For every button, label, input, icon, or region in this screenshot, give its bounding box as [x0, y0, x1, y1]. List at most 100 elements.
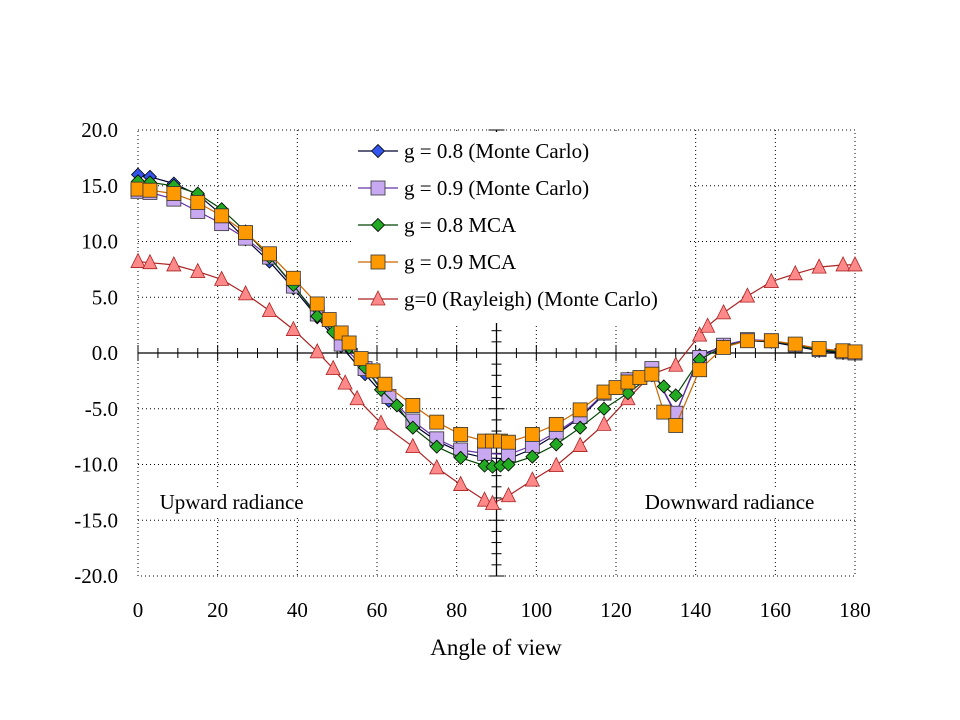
- annotation-background: [150, 487, 314, 518]
- data-point: [309, 342, 325, 359]
- legend-marker: [370, 180, 386, 196]
- data-point: [668, 388, 683, 403]
- data-point: [349, 389, 365, 406]
- data-point: [811, 341, 827, 356]
- data-point: [337, 374, 353, 390]
- data-point: [325, 359, 341, 376]
- data-point: [405, 420, 420, 435]
- x-tick-label: 20: [207, 598, 228, 622]
- data-point: [500, 486, 517, 503]
- legend-item: g = 0.8 MCA: [358, 213, 517, 237]
- data-point: [572, 436, 588, 452]
- data-point: [190, 195, 206, 210]
- legend-label: g = 0.8 MCA: [404, 213, 517, 237]
- x-tick-label: 80: [446, 598, 467, 622]
- data-point: [549, 437, 564, 452]
- data-point: [692, 326, 708, 342]
- data-point: [548, 416, 564, 432]
- data-point: [285, 320, 301, 336]
- data-point: [261, 301, 278, 318]
- data-point: [453, 475, 469, 491]
- legend-item: g = 0.9 MCA: [358, 250, 517, 274]
- data-point: [341, 335, 357, 351]
- data-point: [429, 439, 444, 454]
- legend-background: [352, 132, 687, 323]
- data-point: [321, 312, 337, 327]
- data-point: [429, 414, 445, 430]
- data-point: [429, 458, 445, 475]
- data-point: [214, 270, 230, 286]
- y-tick-label: 20.0: [81, 118, 118, 142]
- data-point: [453, 426, 469, 442]
- data-point: [740, 333, 755, 349]
- annotation-label: Upward radiance: [160, 490, 304, 514]
- data-point: [309, 296, 325, 312]
- legend-marker: [370, 143, 386, 159]
- data-point: [716, 340, 731, 355]
- data-point: [763, 272, 779, 289]
- data-point: [365, 363, 381, 379]
- tick-labels: 0 20 40 60 80 100 120 140 160 180 20.0 15.0 10.0 5.0 0…: [74, 118, 871, 622]
- data-point: [142, 253, 158, 270]
- data-point: [405, 437, 421, 454]
- legend-label: g = 0.9 (Monte Carlo): [404, 176, 589, 200]
- data-point: [373, 414, 389, 430]
- x-tick-label: 180: [839, 598, 871, 622]
- x-tick-label: 160: [760, 598, 792, 622]
- data-point: [596, 401, 612, 416]
- data-point: [573, 420, 588, 435]
- x-tick-label: 60: [367, 598, 388, 622]
- data-point: [166, 256, 182, 272]
- y-tick-label: -5.0: [85, 397, 118, 421]
- data-point: [190, 262, 206, 279]
- data-point: [237, 285, 254, 301]
- annotation-background: [637, 487, 822, 518]
- data-point: [405, 398, 421, 413]
- data-point: [389, 398, 404, 413]
- data-point: [847, 256, 863, 272]
- x-tick-label: 100: [521, 598, 553, 622]
- data-point: [596, 415, 612, 431]
- data-point: [656, 404, 672, 420]
- data-point: [847, 344, 863, 360]
- y-tick-label: 0.0: [92, 341, 118, 365]
- data-point: [285, 270, 301, 286]
- x-tick-label: 0: [133, 598, 144, 622]
- data-point: [501, 457, 516, 472]
- data-point: [310, 309, 325, 324]
- legend-marker: [370, 290, 386, 306]
- x-tick-label: 40: [287, 598, 308, 622]
- legend: g = 0.8 (Monte Carlo) g = 0.9 (Monte Carl…: [352, 132, 687, 323]
- data-point: [787, 336, 803, 352]
- data-point: [656, 379, 671, 394]
- series-4: [130, 181, 863, 450]
- legend-item: g=0 (Rayleigh) (Monte Carlo): [358, 287, 658, 311]
- data-point: [262, 246, 277, 262]
- data-point: [668, 418, 684, 433]
- data-point: [130, 252, 146, 268]
- y-tick-label: -20.0: [74, 564, 118, 588]
- annotation-label: Downward radiance: [645, 490, 815, 514]
- legend-label: g = 0.8 (Monte Carlo): [404, 139, 589, 163]
- y-tick-label: 10.0: [81, 230, 118, 254]
- y-tick-label: 5.0: [92, 285, 118, 309]
- annotations: Upward radiance Downward radiance: [150, 487, 822, 518]
- series-5: [130, 252, 863, 510]
- legend-marker: [370, 217, 386, 233]
- y-tick-label: -15.0: [74, 508, 118, 532]
- data-point: [377, 376, 393, 392]
- data-point: [484, 494, 501, 510]
- data-point: [525, 449, 540, 464]
- data-point: [476, 491, 493, 507]
- data-point: [763, 333, 779, 349]
- legend-item: g = 0.8 (Monte Carlo): [358, 139, 589, 163]
- x-tick-label: 140: [680, 598, 712, 622]
- data-point: [644, 366, 660, 382]
- data-point: [620, 386, 636, 401]
- legend-marker: [370, 254, 386, 270]
- legend-item: g = 0.9 (Monte Carlo): [358, 176, 589, 200]
- x-axis-title: Angle of view: [430, 635, 562, 660]
- data-point: [835, 256, 851, 272]
- data-point: [668, 356, 684, 372]
